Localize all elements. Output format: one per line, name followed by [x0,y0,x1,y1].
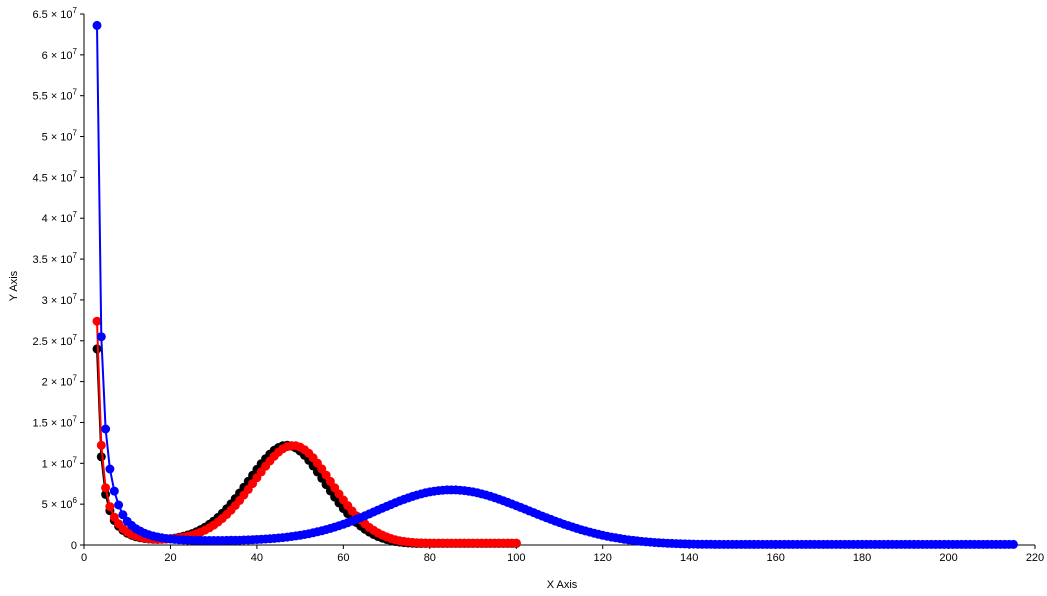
data-point [118,510,128,520]
y-tick-label: 4.5 × 107 [32,169,77,184]
y-tick-label: 2 × 107 [42,374,78,389]
series-line [96,25,1014,546]
y-tick-label: 0 [71,540,77,552]
y-tick-label: 6 × 107 [42,47,78,62]
x-tick-label: 100 [507,552,525,564]
data-point [92,316,102,326]
plot-area [92,20,1018,549]
x-tick-label: 0 [81,552,87,564]
y-tick-label: 4 × 107 [42,210,78,225]
y-tick-label: 6.5 × 107 [32,6,77,21]
y-tick-label: 5 × 106 [42,496,78,511]
y-tick-label: 1 × 107 [42,455,78,470]
y-tick-label: 3 × 107 [42,292,78,307]
data-point [92,20,102,30]
x-tick-label: 160 [766,552,784,564]
y-tick-label: 3.5 × 107 [32,251,77,266]
data-point [96,332,106,342]
data-point [105,464,115,474]
x-tick-label: 40 [251,552,263,564]
data-point [114,500,124,510]
data-point [101,483,111,493]
data-point [96,440,106,450]
data-point [1008,539,1018,549]
y-tick-label: 2.5 × 107 [32,333,77,348]
x-tick-label: 60 [337,552,349,564]
y-axis-ticks: 0 5 × 106 1 × 107 1.5 × 107 2 × 107 2.5 × 107… [32,6,84,552]
x-tick-label: 180 [853,552,871,564]
axes [83,14,1035,546]
x-tick-label: 20 [164,552,176,564]
data-point [325,476,335,486]
x-tick-label: 140 [680,552,698,564]
data-point [105,502,115,512]
x-tick-label: 120 [594,552,612,564]
data-point [109,512,119,522]
data-point [511,538,521,548]
x-tick-label: 220 [1026,552,1044,564]
y-axis-label: Y Axis [8,270,20,301]
series-line [96,321,517,545]
y-tick-label: 1.5 × 107 [32,414,77,429]
data-point [109,486,119,496]
y-tick-label: 5 × 107 [42,129,78,144]
data-point [321,470,331,480]
series-1 [92,316,521,548]
x-tick-label: 80 [424,552,436,564]
data-point [101,424,111,434]
series-2 [92,20,1018,549]
x-tick-label: 200 [939,552,957,564]
x-axis-label: X Axis [547,579,578,591]
y-tick-label: 5.5 × 107 [32,88,77,103]
